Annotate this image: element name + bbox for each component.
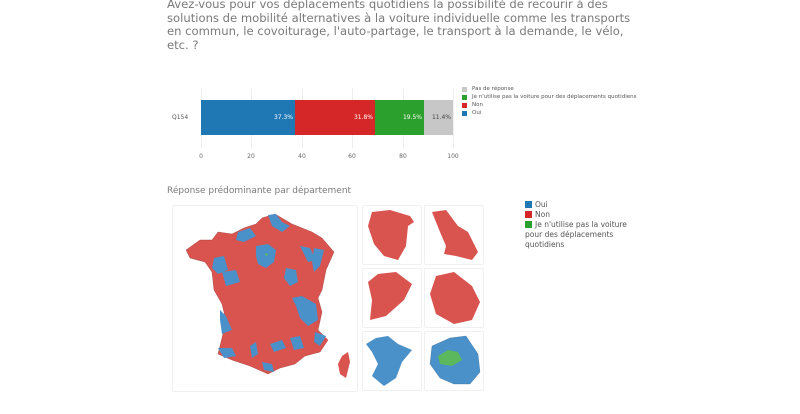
map-legend: Oui Non Je n'utilise pas la voiture pour… xyxy=(525,200,630,250)
legend-swatch xyxy=(525,221,532,228)
y-axis-label: Q154 xyxy=(172,114,189,121)
legend-swatch xyxy=(462,94,467,100)
legend-item-non[interactable]: Non xyxy=(462,101,636,109)
x-tick: 80 xyxy=(399,153,407,160)
legend-label: Non xyxy=(535,210,550,219)
segment-label: 19.5% xyxy=(402,114,422,121)
paris-shape xyxy=(438,350,462,366)
petite-couronne-shape xyxy=(366,336,412,386)
segment-label: 11.4% xyxy=(431,114,451,121)
legend-label: Oui xyxy=(472,110,482,116)
legend-item-oui[interactable]: Oui xyxy=(462,109,636,117)
france-mainland xyxy=(185,213,335,375)
map-legend-item-non[interactable]: Non xyxy=(525,210,630,220)
legend-label: Je n'utilise pas la voiture pour des dép… xyxy=(472,94,637,100)
guadeloupe-shape xyxy=(368,210,414,260)
reunion-shape xyxy=(430,272,480,324)
x-tick: 20 xyxy=(247,153,255,160)
legend-swatch xyxy=(525,211,532,218)
bar-segment-no-answer[interactable]: 11.4% xyxy=(424,100,453,135)
guyane-shape xyxy=(368,272,412,320)
legend-swatch xyxy=(462,110,467,116)
martinique-shape xyxy=(432,210,478,260)
x-tick: 0 xyxy=(199,153,203,160)
x-tick: 60 xyxy=(348,153,356,160)
segment-label: 37.3% xyxy=(273,114,293,121)
chart-title: Avez-vous pour vos déplacements quotidie… xyxy=(167,0,631,52)
legend-swatch xyxy=(462,102,467,108)
bar-legend: Pas de réponse Je n'utilise pas la voitu… xyxy=(462,85,636,117)
bar-segment-oui[interactable]: 37.3% xyxy=(201,100,295,135)
map-subtitle: Réponse prédominante par département xyxy=(167,186,352,196)
map-legend-item-oui[interactable]: Oui xyxy=(525,200,630,210)
map-legend-item-no-car[interactable]: Je n'utilise pas la voiture pour des dép… xyxy=(525,220,630,250)
legend-label: Oui xyxy=(535,200,548,209)
legend-label: Pas de réponse xyxy=(472,86,514,92)
legend-swatch xyxy=(462,86,467,92)
gridline xyxy=(453,88,454,148)
legend-label: Non xyxy=(472,102,483,108)
bar-q154: 37.3% 31.8% 19.5% 11.4% xyxy=(201,100,453,135)
legend-item-no-car[interactable]: Je n'utilise pas la voiture pour des dép… xyxy=(462,93,636,101)
bar-segment-no-car[interactable]: 19.5% xyxy=(375,100,424,135)
x-tick: 100 xyxy=(447,153,459,160)
legend-item-no-answer[interactable]: Pas de réponse xyxy=(462,85,636,93)
segment-label: 31.8% xyxy=(353,114,373,121)
x-tick: 40 xyxy=(298,153,306,160)
legend-swatch xyxy=(525,201,532,208)
bar-segment-non[interactable]: 31.8% xyxy=(295,100,375,135)
legend-label: Je n'utilise pas la voiture pour des dép… xyxy=(525,220,627,249)
